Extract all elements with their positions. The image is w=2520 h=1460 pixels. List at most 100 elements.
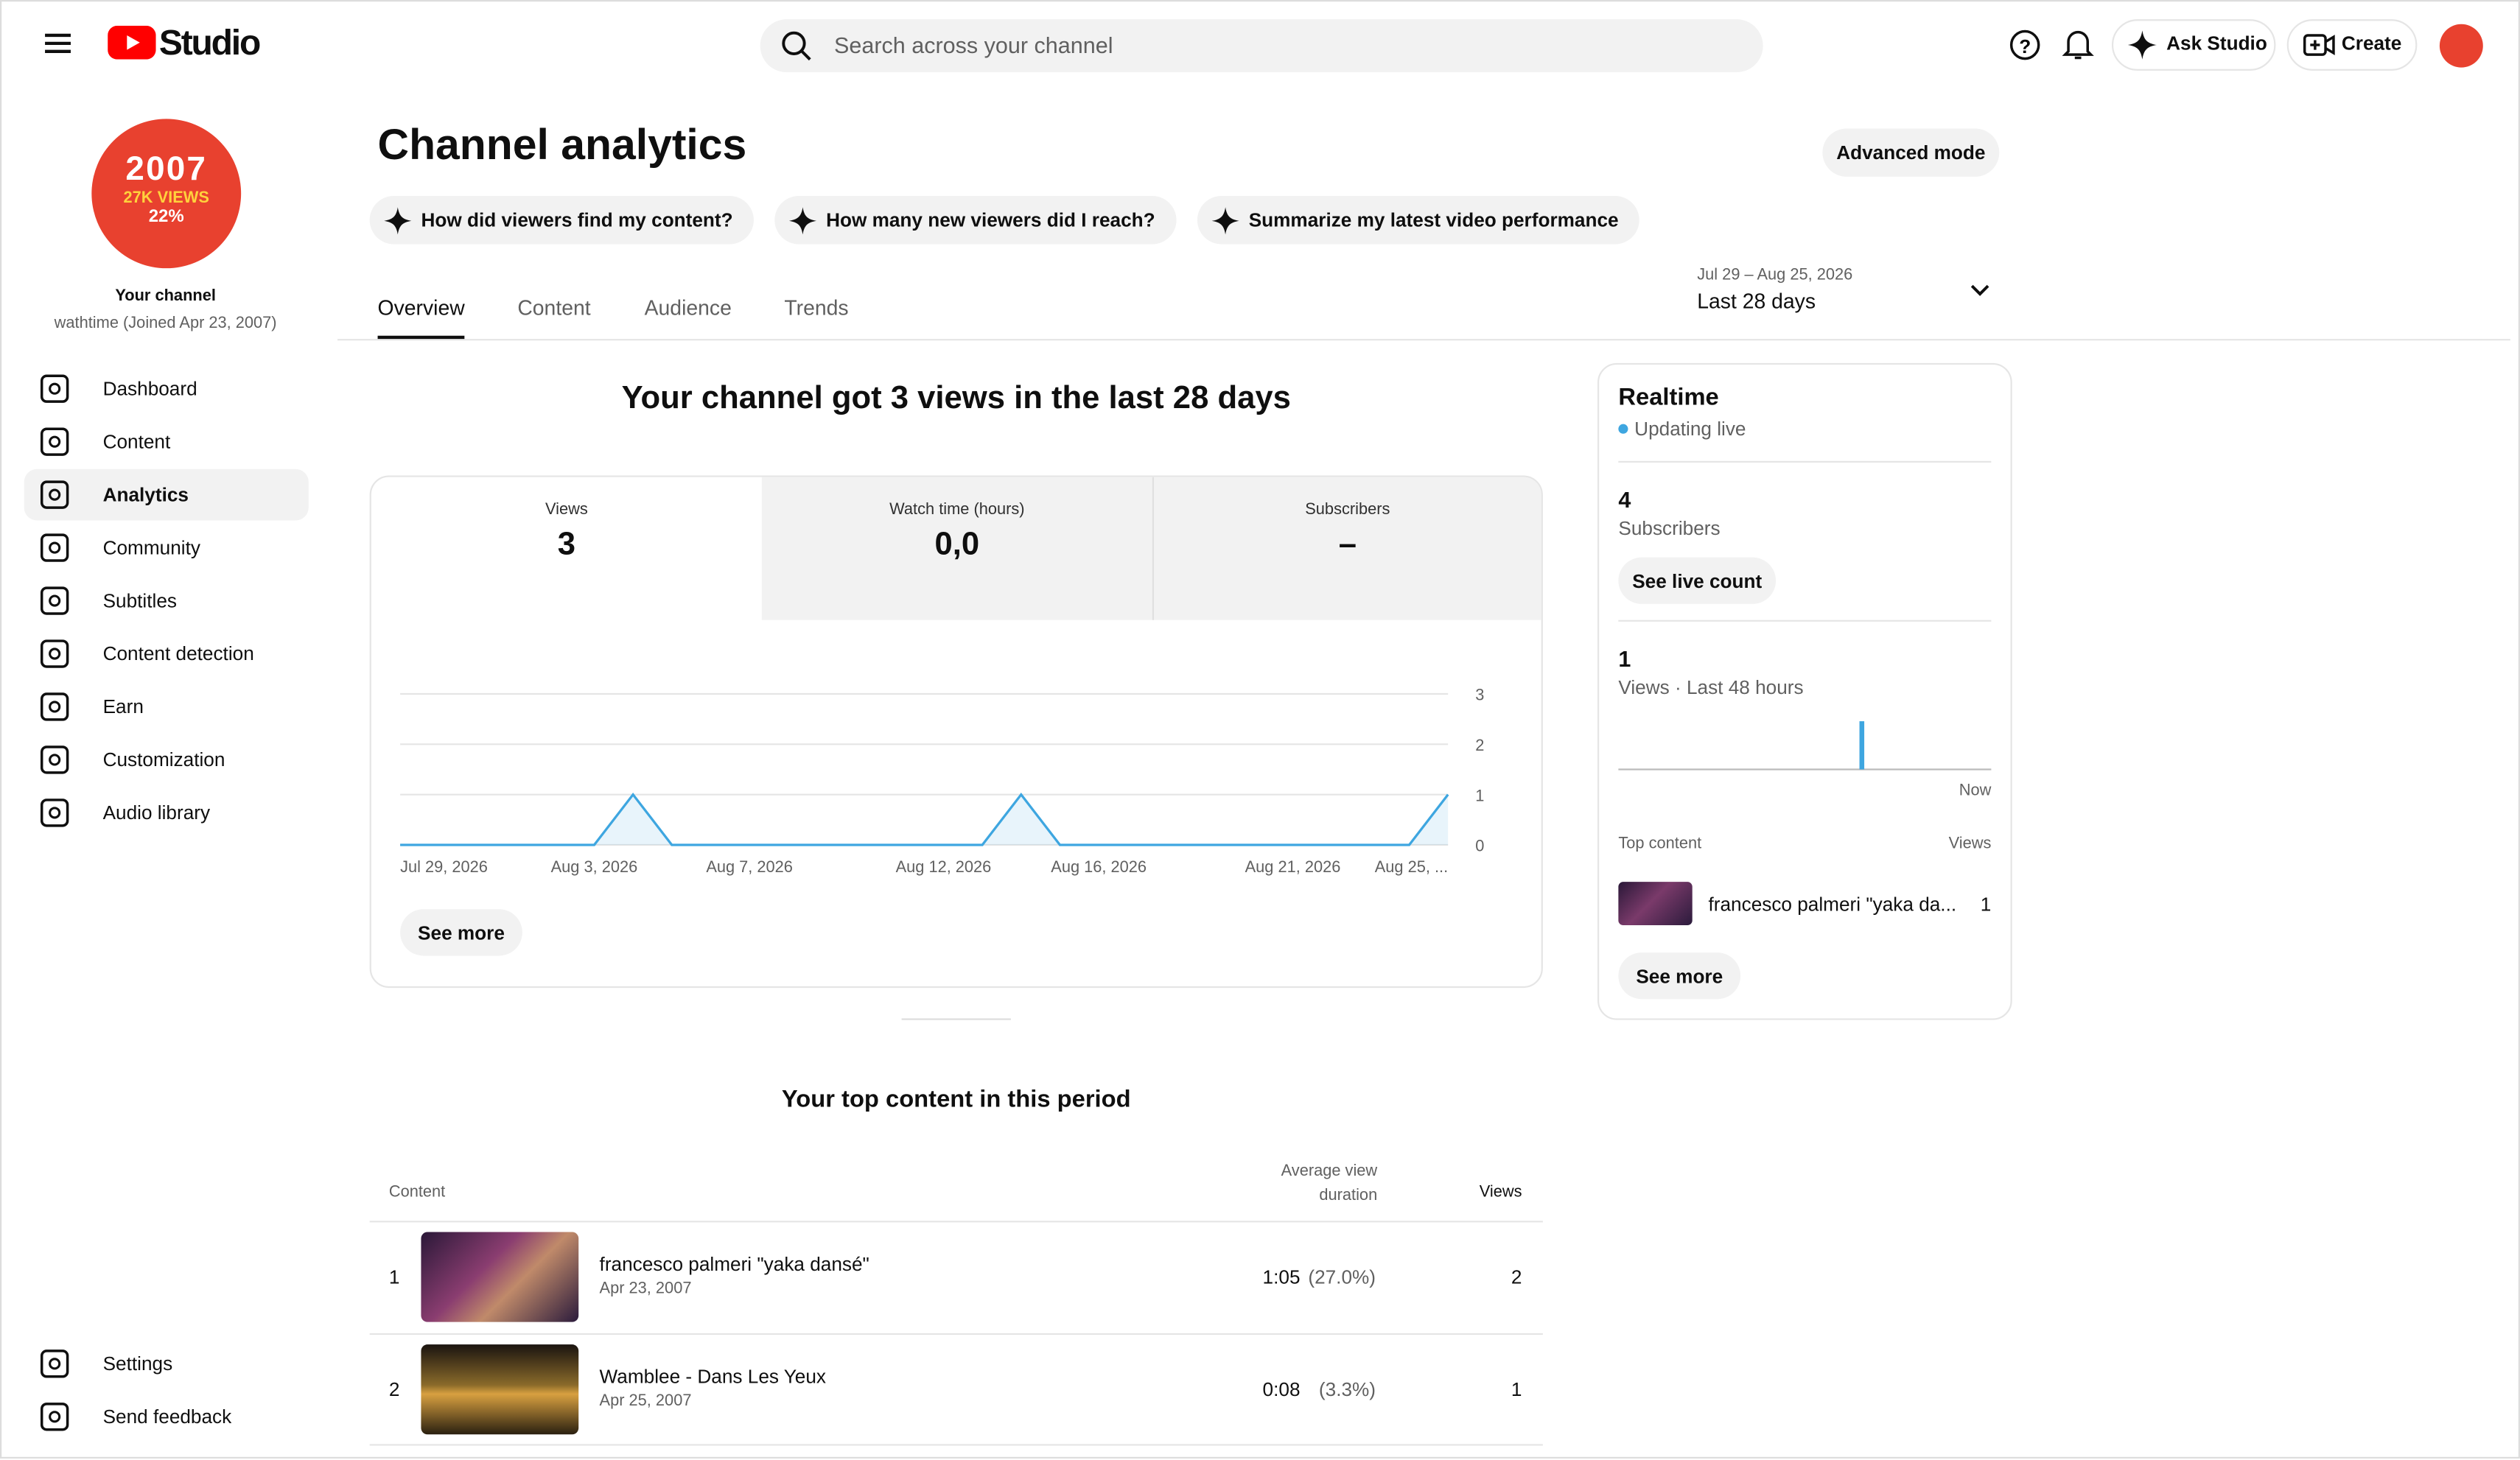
duration: 0:08 [1262, 1377, 1301, 1401]
date-range-dates[interactable]: Jul 29 – Aug 25, 2026 [1697, 266, 1853, 284]
nav-icon[interactable] [38, 744, 71, 776]
live-dot [1618, 424, 1628, 434]
realtime-views-label: Views · Last 48 hours [1618, 676, 1804, 699]
channel-meta: wathtime (Joined Apr 23, 2007) [54, 315, 277, 333]
thumbnail[interactable] [421, 1232, 579, 1322]
y-tick-label: 2 [1475, 736, 1484, 754]
nav-item[interactable]: Subtitles [102, 589, 177, 612]
metric-value[interactable]: 0,0 [934, 527, 980, 563]
x-tick-label: Aug 21, 2026 [1245, 857, 1341, 876]
metric-label[interactable]: Subscribers [1305, 501, 1390, 519]
nav-item[interactable]: Customization [102, 748, 225, 771]
column-header: Content [388, 1184, 446, 1202]
thumbnail[interactable] [421, 1344, 579, 1435]
spark-icon [384, 207, 412, 235]
x-tick-label: Aug 16, 2026 [1051, 857, 1147, 876]
metric-tabs-bg [761, 477, 1541, 620]
row-divider [369, 1333, 1543, 1336]
tab[interactable]: Trends [784, 295, 849, 320]
nav-icon[interactable] [38, 1348, 71, 1380]
ask-studio-label[interactable]: Ask Studio [2166, 32, 2267, 55]
advanced-mode-button[interactable]: Advanced mode [1822, 128, 2000, 177]
column-header: Views [1479, 1184, 1522, 1202]
bell-icon[interactable] [2062, 27, 2094, 63]
video-date: Apr 23, 2007 [599, 1280, 692, 1298]
video-title[interactable]: Wamblee - Dans Les Yeux [599, 1365, 827, 1389]
percent: (3.3%) [1318, 1377, 1376, 1401]
dropdown-icon[interactable] [1969, 283, 1992, 299]
channel-label: Your channel [115, 287, 216, 306]
video-title[interactable]: francesco palmeri "yaka dansé" [599, 1252, 869, 1276]
x-tick-label: Aug 12, 2026 [896, 857, 992, 876]
svg-text:?: ? [2019, 35, 2031, 57]
date-range-label[interactable]: Last 28 days [1697, 289, 1816, 314]
y-tick-label: 0 [1475, 837, 1484, 855]
tab[interactable]: Overview [377, 295, 465, 320]
row-divider [369, 1221, 1543, 1223]
nav-item[interactable]: Dashboard [102, 377, 197, 400]
search-icon[interactable] [781, 30, 813, 63]
divider [1618, 460, 1992, 463]
nav-item[interactable]: Content [102, 430, 171, 453]
realtime-bar [1859, 721, 1865, 770]
nav-icon[interactable] [38, 585, 71, 617]
percent: (27.0%) [1308, 1266, 1376, 1288]
tab[interactable]: Audience [644, 295, 732, 320]
prompt-chip[interactable]: Summarize my latest video performance [1197, 196, 1639, 245]
nav-item[interactable]: Analytics [102, 483, 189, 506]
see-more-button[interactable]: See more [1618, 952, 1741, 1000]
nav-item[interactable]: Earn [102, 695, 144, 718]
top-item-title[interactable]: francesco palmeri "yaka da... [1708, 893, 1957, 916]
see-more-button[interactable]: See more [400, 909, 522, 956]
nav-icon[interactable] [38, 691, 71, 723]
column-header: Average view duration [1281, 1162, 1378, 1205]
area [400, 794, 1449, 845]
nav-icon[interactable] [38, 638, 71, 670]
realtime-card [1597, 362, 2012, 1020]
menu-icon[interactable] [43, 30, 72, 56]
metric-divider [1152, 477, 1155, 620]
search-box[interactable] [760, 19, 1763, 73]
video-date: Apr 25, 2007 [599, 1392, 692, 1411]
tab[interactable]: Content [517, 295, 591, 320]
nav-icon[interactable] [38, 479, 71, 511]
nav-item[interactable]: Settings [102, 1352, 173, 1375]
help-icon[interactable]: ? [2009, 29, 2041, 61]
prompt-chip[interactable]: How many new viewers did I reach? [774, 196, 1176, 245]
channel-avatar[interactable]: 2007 27K VIEWS 22% [91, 119, 242, 269]
y-tick-label: 3 [1475, 686, 1484, 704]
page-title: Channel analytics [377, 120, 747, 169]
metric-label[interactable]: Views [545, 501, 588, 519]
nav-icon[interactable] [38, 797, 71, 829]
nav-active-bg [24, 468, 309, 521]
create-icon [2303, 34, 2335, 56]
nav-item[interactable]: Content detection [102, 642, 254, 665]
search-placeholder[interactable]: Search across your channel [833, 32, 1113, 58]
nav-icon[interactable] [38, 426, 71, 458]
avatar-views: 27K VIEWS [123, 189, 209, 208]
nav-icon[interactable] [38, 532, 71, 564]
nav-item[interactable]: Audio library [102, 801, 211, 824]
metric-label[interactable]: Watch time (hours) [889, 501, 1025, 519]
prompt-chip[interactable]: How did viewers find my content? [369, 196, 755, 245]
subscriber-count: 4 [1618, 486, 1631, 513]
realtime-views: 1 [1618, 645, 1631, 672]
views-col-label: Views [1948, 835, 1992, 853]
nav-icon[interactable] [38, 1400, 71, 1433]
nav-icon[interactable] [38, 373, 71, 405]
metrics-card: Views 3 Watch time (hours) 0,0 Subscribers – [369, 475, 1543, 989]
nav-item[interactable]: Community [102, 536, 200, 559]
ask-studio-button[interactable] [2111, 19, 2276, 71]
live-count-button[interactable]: See live count [1618, 557, 1777, 604]
logo-icon[interactable] [108, 25, 156, 60]
logo-text[interactable]: Studio [158, 22, 261, 63]
metric-value[interactable]: 3 [557, 527, 575, 563]
nav-item[interactable]: Send feedback [102, 1405, 232, 1428]
account-avatar[interactable] [2439, 24, 2483, 68]
thumbnail[interactable] [1618, 882, 1693, 926]
create-label[interactable]: Create [2341, 32, 2402, 55]
spark-icon [2127, 30, 2157, 60]
metric-value[interactable]: – [1338, 527, 1357, 563]
create-button[interactable] [2286, 19, 2418, 71]
